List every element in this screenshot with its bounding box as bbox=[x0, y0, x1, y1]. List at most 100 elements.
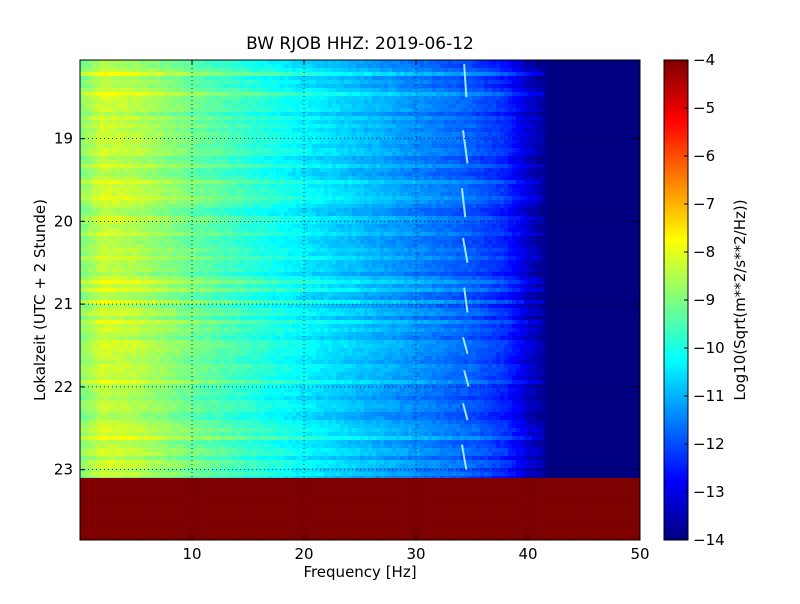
heatmap-cell bbox=[120, 184, 125, 189]
heatmap-cell bbox=[440, 128, 445, 133]
heatmap-cell bbox=[104, 184, 109, 189]
heatmap-cell bbox=[268, 148, 273, 153]
heatmap-cell bbox=[132, 60, 137, 65]
heatmap-cell bbox=[216, 144, 221, 149]
heatmap-cell bbox=[236, 60, 241, 65]
heatmap-cell bbox=[96, 88, 101, 93]
heatmap-cell bbox=[144, 160, 149, 165]
heatmap-cell bbox=[636, 144, 640, 149]
heatmap-cell bbox=[584, 108, 589, 113]
heatmap-cell bbox=[524, 140, 529, 145]
heatmap-cell bbox=[392, 84, 397, 89]
heatmap-cell bbox=[376, 164, 381, 169]
heatmap-cell bbox=[408, 100, 413, 105]
heatmap-cell bbox=[596, 92, 601, 97]
heatmap-cell bbox=[356, 200, 361, 205]
heatmap-cell bbox=[200, 132, 205, 137]
heatmap-cell bbox=[244, 64, 249, 69]
heatmap-cell bbox=[308, 172, 313, 177]
heatmap-cell bbox=[492, 104, 497, 109]
heatmap-cell bbox=[316, 160, 321, 165]
heatmap-cell bbox=[472, 196, 477, 201]
heatmap-cell bbox=[560, 112, 565, 117]
heatmap-cell bbox=[492, 112, 497, 117]
heatmap-cell bbox=[128, 108, 133, 113]
heatmap-cell bbox=[420, 88, 425, 93]
heatmap-cell bbox=[300, 72, 305, 77]
heatmap-cell bbox=[344, 156, 349, 161]
heatmap-cell bbox=[436, 168, 441, 173]
heatmap-cell bbox=[284, 68, 289, 73]
heatmap-cell bbox=[328, 160, 333, 165]
heatmap-cell bbox=[572, 192, 577, 197]
heatmap-cell bbox=[444, 164, 449, 169]
heatmap-cell bbox=[576, 136, 581, 141]
heatmap-cell bbox=[548, 156, 553, 161]
heatmap-cell bbox=[248, 188, 253, 193]
heatmap-cell bbox=[432, 156, 437, 161]
heatmap-cell bbox=[248, 164, 253, 169]
heatmap-cell bbox=[244, 200, 249, 205]
heatmap-cell bbox=[80, 172, 85, 177]
heatmap-cell bbox=[380, 140, 385, 145]
heatmap-cell bbox=[240, 148, 245, 153]
heatmap-cell bbox=[184, 156, 189, 161]
heatmap-cell bbox=[628, 116, 633, 121]
heatmap-cell bbox=[464, 160, 469, 165]
heatmap-cell bbox=[84, 160, 89, 165]
heatmap-cell bbox=[452, 172, 457, 177]
heatmap-cell bbox=[260, 88, 265, 93]
heatmap-cell bbox=[556, 64, 561, 69]
heatmap-cell bbox=[180, 108, 185, 113]
heatmap-cell bbox=[252, 72, 257, 77]
heatmap-cell bbox=[272, 140, 277, 145]
heatmap-cell bbox=[336, 76, 341, 81]
heatmap-cell bbox=[252, 120, 257, 125]
heatmap-cell bbox=[168, 152, 173, 157]
heatmap-cell bbox=[368, 136, 373, 141]
heatmap-cell bbox=[108, 160, 113, 165]
heatmap-cell bbox=[208, 140, 213, 145]
heatmap-cell bbox=[476, 100, 481, 105]
heatmap-cell bbox=[452, 92, 457, 97]
heatmap-cell bbox=[152, 188, 157, 193]
heatmap-cell bbox=[396, 68, 401, 73]
heatmap-cell bbox=[276, 160, 281, 165]
heatmap-cell bbox=[484, 132, 489, 137]
heatmap-cell bbox=[168, 196, 173, 201]
heatmap-cell bbox=[396, 128, 401, 133]
heatmap-cell bbox=[268, 60, 273, 65]
heatmap-cell bbox=[580, 192, 585, 197]
heatmap-cell bbox=[332, 88, 337, 93]
heatmap-cell bbox=[548, 188, 553, 193]
heatmap-cell bbox=[452, 68, 457, 73]
heatmap-cell bbox=[348, 72, 353, 77]
heatmap-cell bbox=[256, 160, 261, 165]
heatmap-cell bbox=[340, 132, 345, 137]
heatmap-cell bbox=[104, 80, 109, 85]
heatmap-cell bbox=[136, 116, 141, 121]
heatmap-cell bbox=[412, 92, 417, 97]
heatmap-cell bbox=[332, 188, 337, 193]
heatmap-cell bbox=[408, 152, 413, 157]
heatmap-cell bbox=[472, 172, 477, 177]
heatmap-cell bbox=[224, 172, 229, 177]
heatmap-cell bbox=[344, 80, 349, 85]
heatmap-cell bbox=[352, 112, 357, 117]
heatmap-cell bbox=[360, 108, 365, 113]
heatmap-cell bbox=[512, 92, 517, 97]
heatmap-cell bbox=[376, 144, 381, 149]
heatmap-cell bbox=[484, 172, 489, 177]
heatmap-cell bbox=[536, 180, 541, 185]
heatmap-cell bbox=[376, 180, 381, 185]
heatmap-cell bbox=[420, 144, 425, 149]
heatmap-cell bbox=[92, 144, 97, 149]
heatmap-cell bbox=[96, 108, 101, 113]
heatmap-cell bbox=[352, 104, 357, 109]
heatmap-cell bbox=[384, 116, 389, 121]
heatmap-cell bbox=[560, 180, 565, 185]
heatmap-cell bbox=[564, 184, 569, 189]
heatmap-cell bbox=[452, 128, 457, 133]
heatmap-cell bbox=[576, 68, 581, 73]
heatmap-cell bbox=[244, 76, 249, 81]
